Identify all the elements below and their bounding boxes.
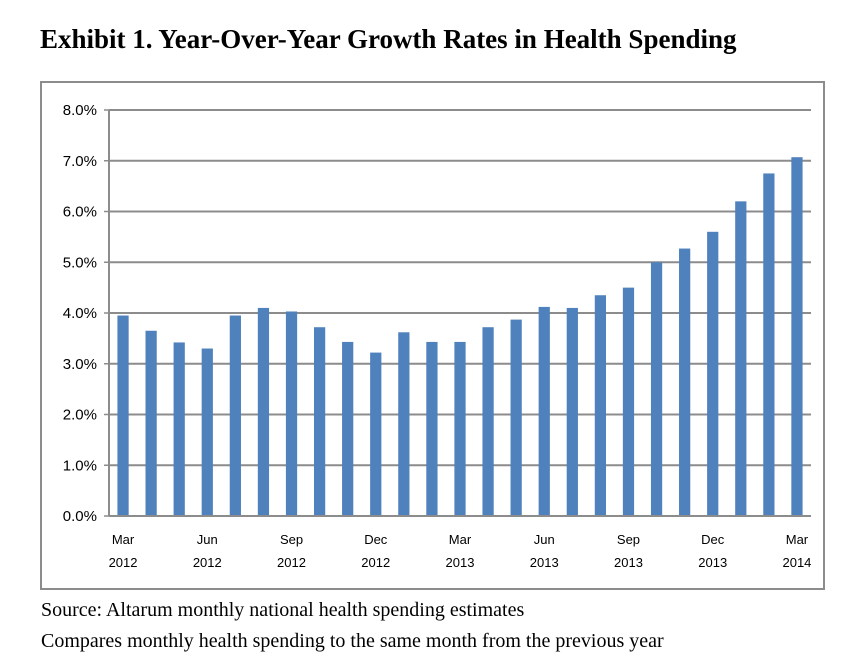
chart-frame: 0.0% 1.0% 2.0% 3.0% 4.0% 5.0% 6.0% 7.0% 8.0% Mar… [40,81,825,590]
bar-apr-2013 [482,327,494,516]
bar-oct-2013 [650,262,663,516]
x-tick-labels: Mar 2012 Jun 2012 Sep 2012 Dec 2012 Mar 2013 Jun 20… [109,532,812,570]
y-tick-label: 7.0% [63,153,97,170]
chart-title: Exhibit 1. Year-Over-Year Growth Rates i… [40,24,737,54]
bar-aug-2012 [257,307,270,516]
bar-mar-2012 [117,315,129,516]
y-tick-label: 2.0% [63,407,97,424]
bar-chart: 0.0% 1.0% 2.0% 3.0% 4.0% 5.0% 6.0% 7.0% 8.0% Mar… [63,102,812,570]
axes [104,109,811,517]
bar-feb-2013 [426,341,438,516]
x-tick-year: 2014 [782,555,811,570]
bar-feb-2014 [763,173,775,516]
bar-jul-2013 [566,307,578,516]
bar-apr-2012 [145,330,157,516]
x-tick-month: Sep [280,532,303,547]
x-tick-month: Mar [112,532,135,547]
x-tick-year: 2012 [193,555,222,570]
x-tick-year: 2012 [361,555,390,570]
y-tick-label: 5.0% [63,254,97,271]
bar-jun-2012 [201,348,213,516]
x-tick-month: Mar [786,532,809,547]
source-note: Source: Altarum monthly national health … [41,599,525,621]
comparison-note: Compares monthly health spending to the … [41,630,664,652]
bar-dec-2012 [370,352,382,516]
y-tick-label: 0.0% [63,508,97,525]
y-tick-label: 6.0% [63,204,97,221]
x-tick-month: Jun [534,532,555,547]
bar-sep-2012 [285,311,298,516]
y-tick-labels: 0.0% 1.0% 2.0% 3.0% 4.0% 5.0% 6.0% 7.0% 8.0% [63,102,97,525]
bar-aug-2013 [594,295,607,516]
bar-may-2013 [510,319,522,516]
bar-mar-2013 [454,341,466,516]
y-tick-label: 8.0% [63,102,97,119]
bar-dec-2013 [707,231,719,517]
y-tick-label: 3.0% [63,356,97,373]
x-tick-month: Dec [701,532,725,547]
y-tick-label: 1.0% [63,457,97,474]
bar-jul-2012 [229,315,241,516]
x-tick-month: Dec [364,532,388,547]
bar-jan-2013 [398,332,410,516]
bar-jan-2014 [735,201,747,516]
bar-nov-2013 [679,248,691,517]
bar-mar-2014 [791,157,803,516]
x-tick-year: 2013 [446,555,475,570]
x-tick-year: 2012 [277,555,306,570]
x-tick-year: 2012 [109,555,138,570]
x-tick-year: 2013 [614,555,643,570]
x-tick-month: Jun [197,532,218,547]
x-tick-year: 2013 [698,555,727,570]
bar-oct-2012 [313,327,326,516]
y-tick-label: 4.0% [63,305,97,322]
x-tick-year: 2013 [530,555,559,570]
bar-jun-2013 [538,306,550,516]
bar-sep-2013 [622,287,635,516]
x-tick-month: Sep [617,532,640,547]
bar-nov-2012 [342,341,354,516]
bar-may-2012 [173,342,185,516]
x-tick-month: Mar [449,532,472,547]
bars [117,157,803,517]
